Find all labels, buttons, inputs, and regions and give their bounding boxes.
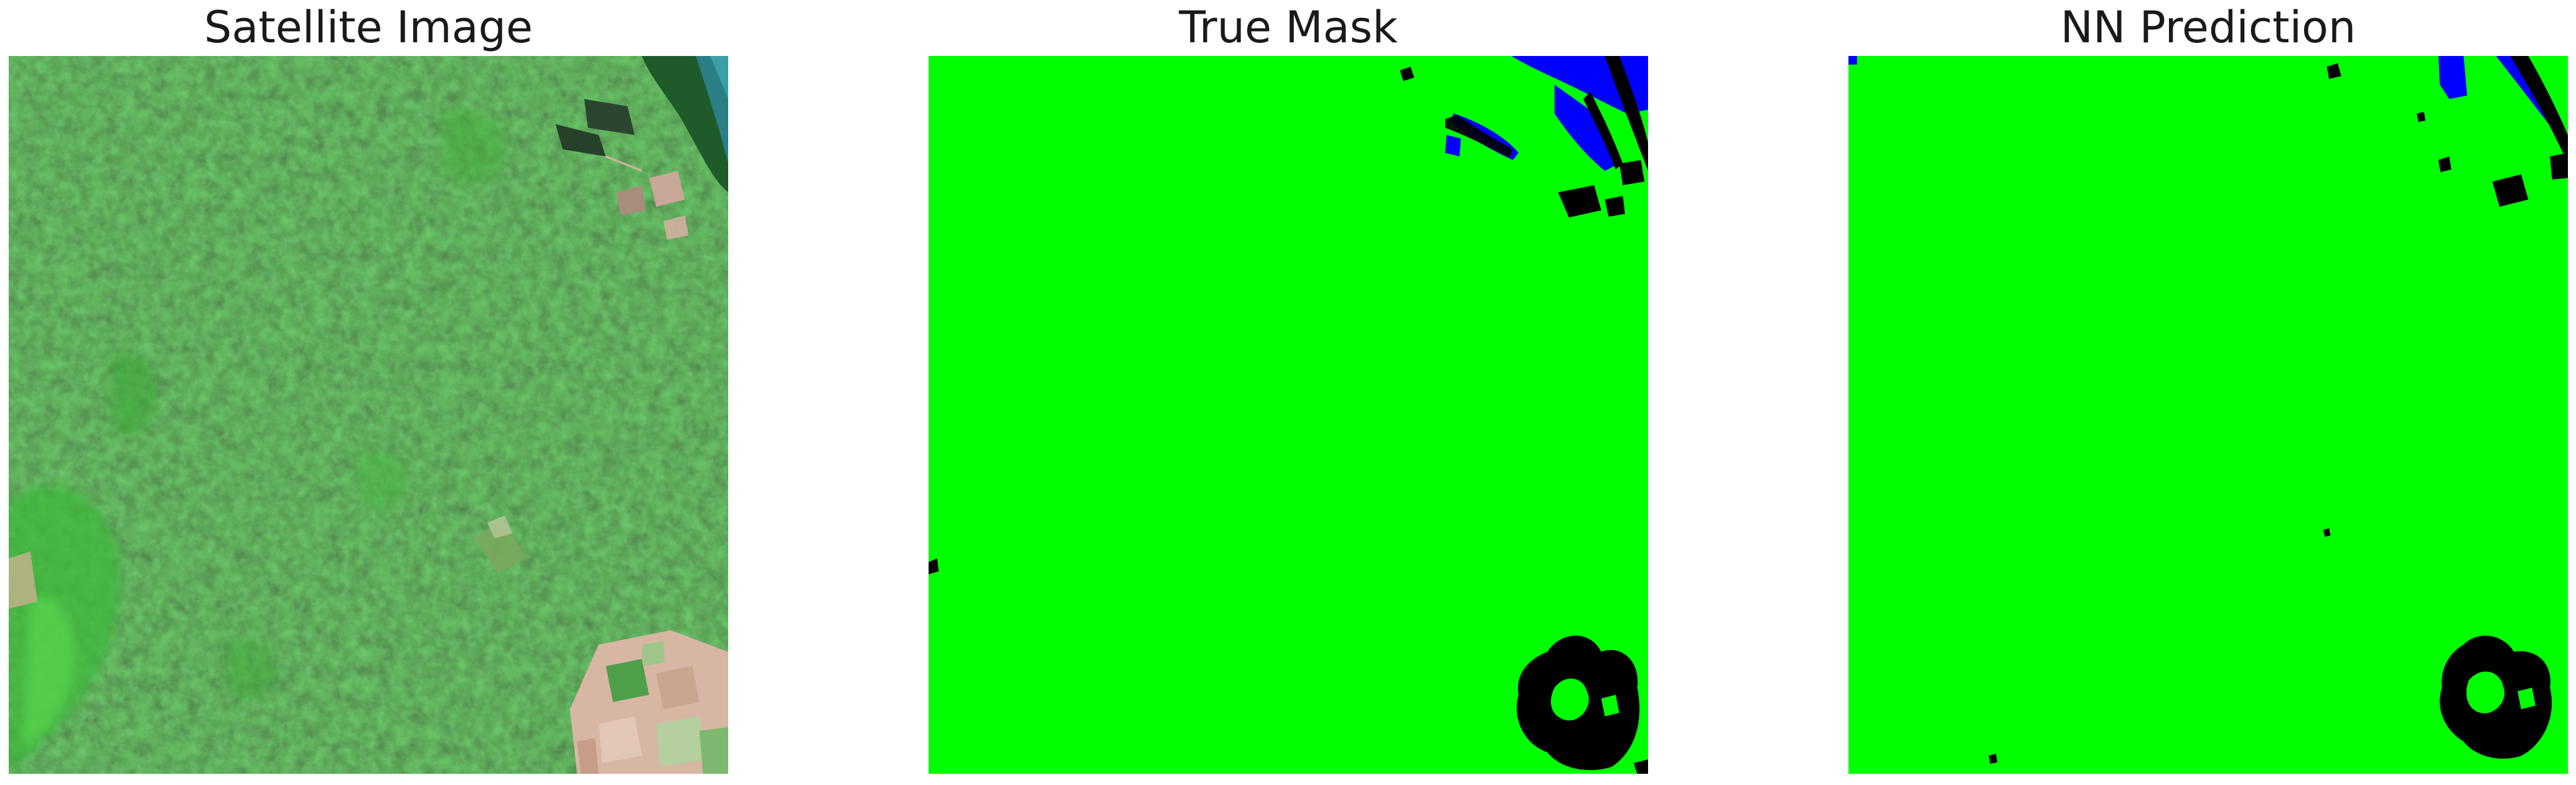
nn-prediction-image <box>1848 56 2568 774</box>
satellite-photo <box>9 56 728 774</box>
water-strip <box>642 56 728 193</box>
clearing-center <box>472 515 527 573</box>
nn-prediction-raster <box>1848 56 2568 774</box>
pred-land-holes <box>2466 671 2536 713</box>
fields-bottom-right <box>569 630 728 774</box>
satellite-image <box>9 56 728 774</box>
nn-prediction-title: NN Prediction <box>2060 2 2356 53</box>
satellite-panel: Satellite Image <box>9 0 728 785</box>
true-mask-panel: True Mask <box>929 0 1648 785</box>
buildings-top-right <box>555 99 689 240</box>
vegetation-patches <box>9 109 506 774</box>
left-edge-fields <box>9 551 38 609</box>
true-mask-raster <box>929 56 1648 774</box>
true-mask-title: True Mask <box>1179 2 1398 53</box>
pred-land-region <box>1848 56 2568 774</box>
mask-land-region <box>929 56 1648 774</box>
true-mask-image <box>929 56 1648 774</box>
mask-land-holes <box>1550 678 1619 721</box>
nn-prediction-panel: NN Prediction <box>1848 0 2568 785</box>
satellite-image-title: Satellite Image <box>204 2 533 53</box>
